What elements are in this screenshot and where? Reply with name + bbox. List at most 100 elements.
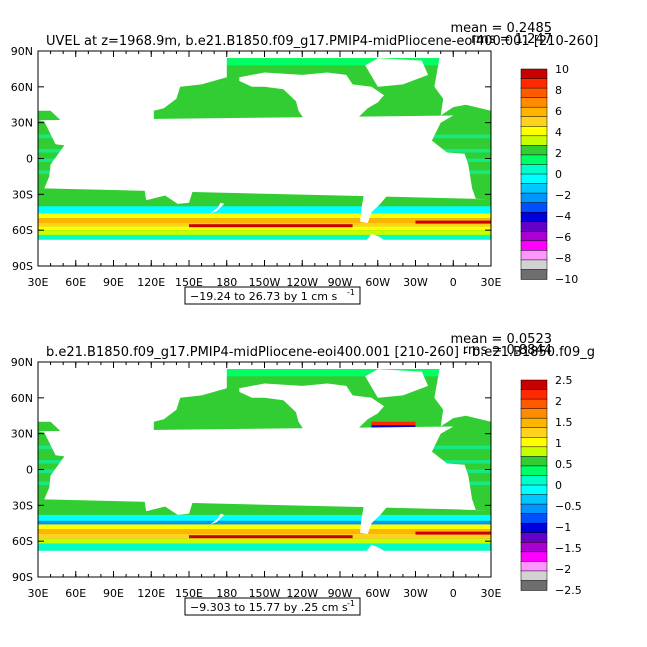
colorbar-swatch <box>520 192 548 204</box>
x-tick-label: 60W <box>365 276 390 289</box>
x-tick-label: 90W <box>328 276 353 289</box>
colorbar-label: 8 <box>555 84 562 97</box>
x-tick-label: 30E <box>28 276 49 289</box>
colorbar-label: −2 <box>555 189 571 202</box>
land-9 <box>365 233 384 243</box>
y-tick-label: 30N <box>11 428 33 441</box>
colorbar-swatch <box>520 259 548 271</box>
colorbar-label: −10 <box>555 273 578 286</box>
colorbar-swatch <box>520 269 548 280</box>
x-tick-label: 60E <box>65 587 86 600</box>
acc-band-4 <box>38 529 491 534</box>
colorbar-swatch <box>520 135 548 147</box>
x-tick-label: 180 <box>216 587 237 600</box>
range-label: −19.24 to 26.73 by 1 cm s <box>190 290 337 303</box>
colorbar-label: −2.5 <box>555 584 582 597</box>
map-panel-2: 30E 60E 90E 120E 150E 180 150W 120W 90W 60W 30W 0 30… <box>11 332 595 616</box>
y-tick-label: 60S <box>12 535 33 548</box>
land-9 <box>365 544 384 554</box>
acc-band-5 <box>38 226 491 231</box>
land-7 <box>351 145 410 223</box>
colorbar-swatch <box>520 503 548 515</box>
range-unit-exponent: -1 <box>347 288 355 297</box>
red-streak-1 <box>189 224 353 228</box>
y-tick-label: 0 <box>26 153 33 166</box>
colorbar-swatch <box>520 250 548 261</box>
colorbar-swatch <box>520 211 548 223</box>
red-streak-2 <box>415 531 491 535</box>
colorbar-swatch <box>520 164 548 175</box>
colorbar-label: −6 <box>555 231 571 244</box>
x-tick-label: 90E <box>103 276 124 289</box>
colorbar-swatch <box>520 580 548 591</box>
range-label: −9.303 to 15.77 by .25 cm s <box>190 601 348 614</box>
x-tick-label: 120E <box>137 276 165 289</box>
colorbar-swatch <box>520 221 548 233</box>
colorbar-label: −4 <box>555 210 571 223</box>
colorbar-swatch <box>520 570 548 582</box>
velocity-field <box>38 51 491 266</box>
colorbar-label: 4 <box>555 126 562 139</box>
x-tick-label: 30E <box>481 587 502 600</box>
colorbar-swatch <box>520 240 548 252</box>
x-tick-label: 120E <box>137 587 165 600</box>
x-tick-label: 0 <box>450 276 457 289</box>
y-tick-label: 90S <box>12 260 33 273</box>
colorbar-swatch <box>520 126 548 137</box>
colorbar-swatch <box>520 408 548 419</box>
gulf-stream-blue <box>371 425 416 429</box>
x-tick-label: 60E <box>65 276 86 289</box>
acc-band-6 <box>38 538 491 544</box>
range-unit-exponent: -1 <box>347 599 355 608</box>
land-10 <box>210 513 225 525</box>
x-tick-label: 30E <box>481 276 502 289</box>
colorbar-label: −1 <box>555 521 571 534</box>
y-tick-label: 60N <box>11 81 33 94</box>
arctic-band <box>38 369 491 377</box>
land-3 <box>143 171 193 204</box>
x-tick-label: 30E <box>28 587 49 600</box>
colorbar-swatch <box>520 398 548 410</box>
land-4 <box>119 463 189 481</box>
y-tick-label: 30N <box>11 117 33 130</box>
gulf-stream-red <box>371 421 416 426</box>
panel-title: b.e21.B1850.f09_g17.PMIP4-midPliocene-eo… <box>46 345 595 360</box>
land-6 <box>365 369 429 398</box>
land-8 <box>38 239 491 266</box>
acc-band-6 <box>38 230 491 235</box>
colorbar: 10 8 6 4 2 0 −2 −4 −6 −8 −10 <box>520 63 578 286</box>
x-tick-label: 120W <box>286 276 318 289</box>
colorbar-swatch <box>520 456 548 467</box>
x-tick-label: 30W <box>403 276 428 289</box>
land-3 <box>143 482 193 515</box>
acc-band-1 <box>38 206 491 214</box>
colorbar-swatch <box>520 389 548 400</box>
x-tick-label: 120W <box>286 587 318 600</box>
colorbar: 2.5 2 1.5 1 0.5 0 −0.5 −1 −1.5 −2 −2.5 <box>520 374 582 597</box>
colorbar-label: 2 <box>555 147 562 160</box>
colorbar-label: 2.5 <box>555 374 573 387</box>
colorbar-swatch <box>520 116 548 128</box>
colorbar-swatch <box>520 202 548 213</box>
land-10 <box>210 202 225 214</box>
x-tick-label: 180 <box>216 276 237 289</box>
range-label-box: −19.24 to 26.73 by 1 cm s -1 <box>184 286 361 305</box>
colorbar-label: 1.5 <box>555 416 573 429</box>
acc-band-7 <box>38 234 491 240</box>
panel-title: UVEL at z=1968.9m, b.e21.B1850.f09_g17.P… <box>46 34 598 49</box>
colorbar-label: −1.5 <box>555 542 582 555</box>
colorbar-label: −8 <box>555 252 571 265</box>
colorbar-swatch <box>520 446 548 458</box>
x-tick-label: 90E <box>103 587 124 600</box>
colorbar-swatch <box>520 561 548 572</box>
y-tick-label: 90N <box>11 356 33 369</box>
colorbar-swatch <box>520 183 548 194</box>
colorbar-swatch <box>520 68 548 80</box>
colorbar-swatch <box>520 437 548 448</box>
x-tick-label: 0 <box>450 587 457 600</box>
land-4 <box>119 152 189 170</box>
colorbar-swatch <box>520 78 548 89</box>
y-tick-label: 60S <box>12 224 33 237</box>
stat-mean: mean = 0.2485 <box>450 21 552 36</box>
